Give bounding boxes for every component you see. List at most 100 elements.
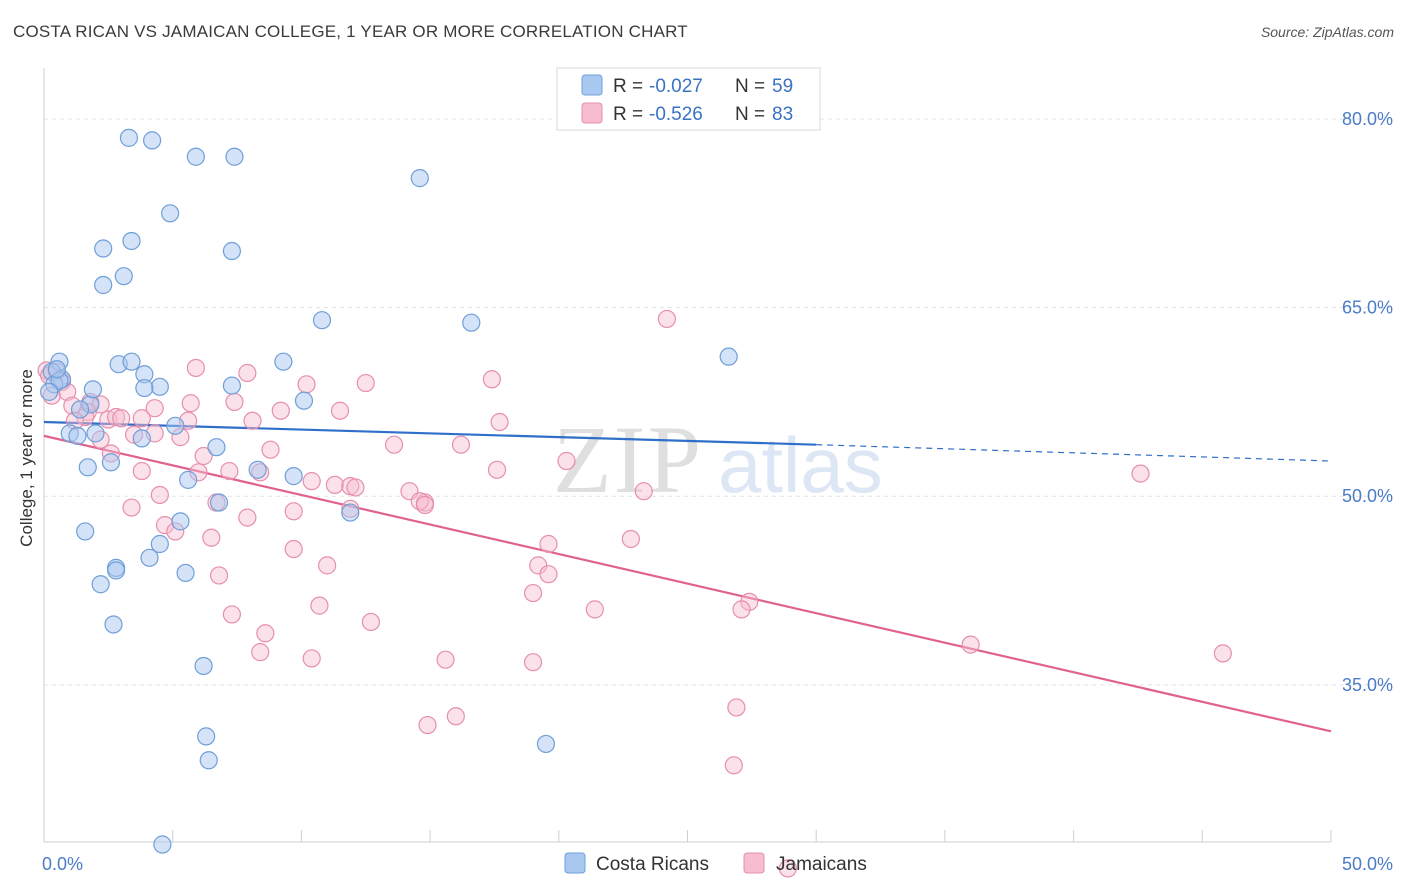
bottom-legend-costa-ricans: Costa Ricans [596,854,709,875]
costa-ricans-point [284,467,303,486]
watermark: ZIP atlas [553,406,883,513]
costa-ricans-point [104,615,123,634]
x-tick-label-min: 0.0% [42,854,83,874]
costa-ricans-point [150,377,169,396]
jamaicans-point [222,605,242,624]
costa-ricans-point [199,751,218,770]
costa-ricans-point [94,239,113,258]
jamaicans-point [302,649,321,668]
jamaicans-point [523,583,543,603]
costa-ricans-point [341,503,360,522]
costa-ricans-point [78,458,97,477]
costa-ricans-point [140,548,159,567]
jamaicans-point [778,859,797,878]
jamaicans-point [415,495,435,515]
jamaicans-point [284,539,303,559]
costa-ricans-point [122,231,141,251]
jamaicans-point [557,451,576,471]
jamaicans-point [961,635,980,654]
jamaicans-point [318,556,337,575]
jamaicans-point [490,412,509,432]
jamaicans-point [1213,644,1232,663]
costa-ricans-point [222,376,242,395]
jamaicans-point [132,461,151,481]
legend-r-label-1: R = [613,76,643,97]
jamaicans-points [37,309,1232,878]
legend-n-label-2: N = [735,104,765,125]
costa-ricans-point [70,400,90,419]
jamaicans-point [325,475,344,495]
costa-ricans-point [153,835,172,854]
jamaicans-point [482,370,501,389]
jamaicans-point [150,485,169,505]
jamaicans-point [256,624,275,643]
legend-n-value-1: 59 [772,76,793,97]
jamaicans-point [446,707,465,726]
jamaicans-point [181,394,200,413]
costa-ricans-point [114,267,133,286]
jamaicans-point [634,482,653,501]
jamaicans-point [356,373,375,393]
jamaicans-point [361,612,380,632]
costa-ricans-trend-extension [816,444,1332,462]
costa-ricans-point [86,424,105,443]
costa-ricans-point [179,470,198,489]
jamaicans-point [132,409,151,428]
x-tick-label-max: 50.0% [1342,854,1393,874]
costa-ricans-point [83,380,103,399]
costa-ricans-point [719,347,738,366]
jamaicans-point [271,401,290,420]
legend-r-value-2: -0.526 [649,104,703,125]
costa-ricans-point [225,147,244,166]
jamaicans-point [585,600,604,619]
jamaicans-point [145,399,164,418]
costa-ricans-point [132,429,151,448]
costa-ricans-point [294,391,314,410]
legend-r-label-2: R = [613,104,643,125]
jamaicans-point [539,534,558,554]
axes [43,68,1332,843]
costa-ricans-point [222,241,242,261]
legend-r-value-1: -0.027 [649,76,703,97]
costa-ricans-point [40,382,59,401]
costa-ricans-point [274,352,293,371]
costa-ricans-point [94,275,113,295]
costa-ricans-point [161,204,180,223]
costa-ricans-point [122,352,141,371]
y-tick-label-65: 65.0% [1342,298,1393,318]
jamaicans-point [220,461,239,481]
legend-swatch-jamaicans [581,102,603,124]
costa-ricans-point [106,561,126,580]
jamaicans-point [384,435,404,454]
costa-ricans-point [166,416,185,435]
jamaicans-point [194,446,213,466]
jamaicans-point [539,565,558,584]
costa-ricans-point [536,734,556,754]
legend-swatch-costa-ricans [581,74,603,96]
costa-ricans-point [209,493,229,512]
jamaicans-point [297,375,316,394]
jamaicans-point [112,409,131,428]
series-legend: Costa Ricans Jamaicans [564,852,867,875]
jamaicans-point [209,566,229,585]
y-tick-label-80: 80.0% [1342,109,1393,129]
costa-ricans-point [462,313,481,332]
jamaicans-point [436,650,455,669]
bottom-legend-swatch-costa-ricans [564,852,586,874]
jamaicans-point [284,502,303,521]
costa-ricans-point [197,727,216,746]
costa-ricans-point [410,169,429,188]
jamaicans-point [186,358,205,378]
costa-ricans-point [76,522,95,541]
watermark-zip: ZIP [553,406,703,513]
costa-ricans-point [101,453,121,472]
chart-title: COSTA RICAN VS JAMAICAN COLLEGE, 1 YEAR … [13,22,688,41]
jamaicans-point [251,643,270,662]
y-axis-label: College, 1 year or more [17,369,36,547]
jamaicans-point [225,392,244,412]
jamaicans-trend-line [43,434,1332,733]
jamaicans-point [1131,464,1150,483]
watermark-atlas: atlas [718,421,883,509]
jamaicans-point [418,715,437,735]
